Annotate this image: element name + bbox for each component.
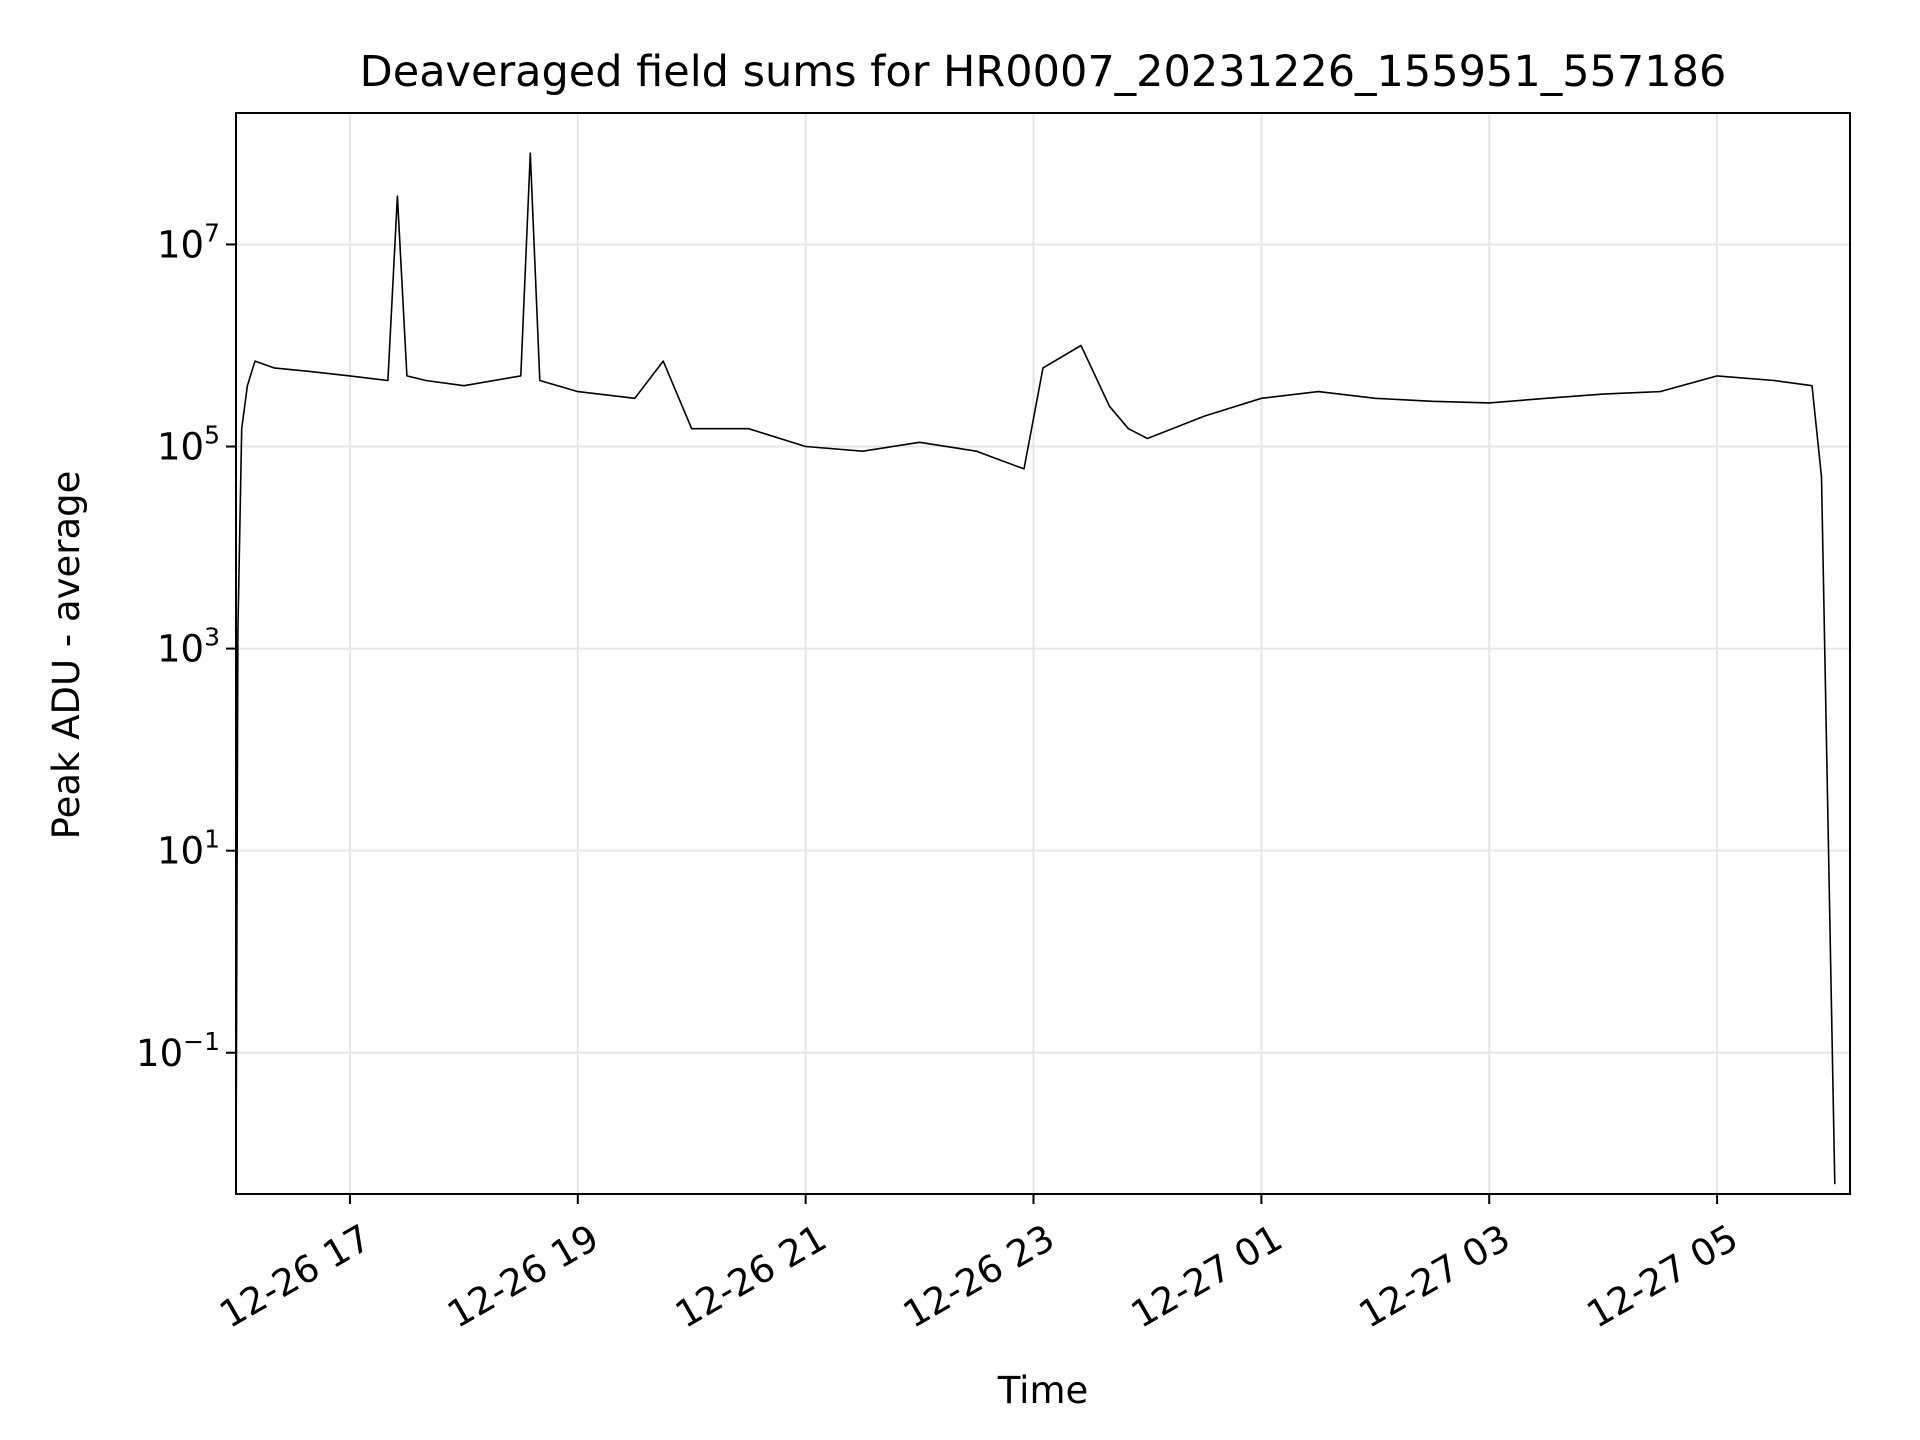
y-tick-label: 101 <box>157 825 220 873</box>
series-line-group <box>235 152 1836 1185</box>
y-axis-label: Peak ADU - average <box>45 471 88 840</box>
y-tick-label: 10−1 <box>136 1027 220 1075</box>
y-tick-label: 107 <box>157 218 220 266</box>
y-tick-label: 105 <box>157 421 220 469</box>
y-tick-label: 103 <box>157 623 220 671</box>
series-line <box>235 152 1836 1185</box>
y-axis-ticks: 10−1 101 103 105 107 <box>136 218 236 1075</box>
chart-title: Deaveraged field sums for HR0007_2023122… <box>360 47 1727 97</box>
plot-frame <box>235 112 1851 1195</box>
grid <box>236 113 1850 1194</box>
x-axis-label: Time <box>997 1369 1089 1412</box>
